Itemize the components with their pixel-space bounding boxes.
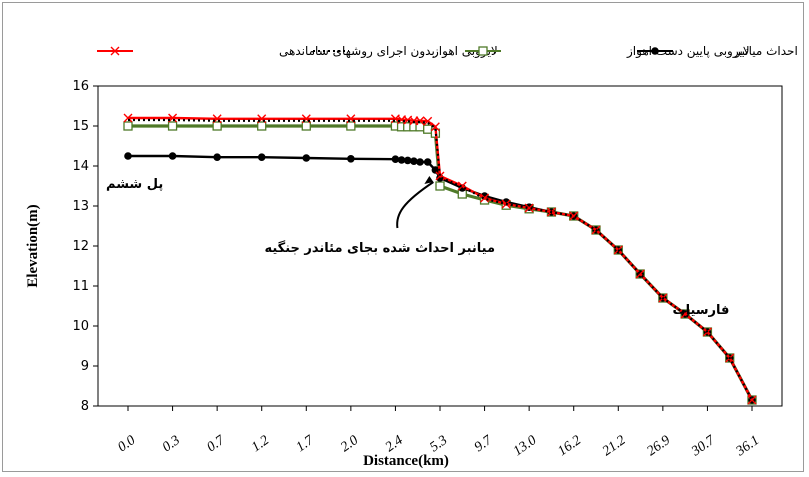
data-point [110, 46, 120, 56]
annotation-bridge: پل ششم [106, 177, 163, 192]
y-tick-label-8: 8 [81, 399, 89, 414]
y-tick-label-9: 9 [81, 359, 89, 374]
data-point [423, 116, 433, 126]
x-tick-label-30.7: 30.7 [688, 432, 718, 459]
legend-label-0: بدون اجرای روشهای ساماندهی [279, 44, 435, 59]
arrow-head [424, 176, 434, 184]
data-point [346, 121, 356, 131]
data-point [480, 193, 490, 203]
annotation-arrow [396, 181, 434, 229]
data-point [410, 157, 418, 165]
plot-area [97, 85, 783, 407]
data-point [257, 153, 266, 161]
x-tick-label-21.2: 21.2 [600, 433, 629, 459]
y-axis-title: Elevation(m) [25, 204, 41, 287]
annotation-cutoff: میانبر احداث شده بجای مئاندر جنگیه [264, 240, 495, 256]
data-point [478, 46, 488, 56]
data-point [301, 121, 311, 131]
y-tick-label-14: 14 [72, 159, 89, 174]
data-point [302, 154, 311, 162]
x-tick-label-13.0: 13.0 [511, 433, 540, 459]
x-axis-title: Distance(km) [363, 453, 449, 469]
data-point [423, 124, 433, 134]
x-tick-label-0.7: 0.7 [204, 432, 228, 455]
legend-entry-0: بدون اجرای روشهای ساماندهی [97, 44, 435, 59]
legend-entry-3: احداث میانبر [637, 44, 798, 59]
x-tick-label-16.2: 16.2 [555, 433, 584, 459]
legend-entry-2: لایروبی پایین دست اهواز [465, 44, 750, 59]
data-point [212, 121, 222, 131]
y-tick-label-13: 13 [72, 199, 89, 214]
x-tick-label-0.3: 0.3 [160, 433, 183, 455]
x-tick-label-5.3: 5.3 [427, 433, 450, 455]
data-point [124, 152, 132, 160]
chart-frame: بدون اجرای روشهای ساماندهی لایروبی اهواز ل… [2, 2, 804, 472]
y-axis-ticks: 8 9 10 11 12 13 14 15 16 [72, 79, 98, 414]
x-axis-ticks: 0.0 0.3 0.7 1.2 1.7 2.0 2.4 5.3 9.7 13.0 16.2 21.2 2… [115, 406, 762, 460]
x-tick-label-2.4: 2.4 [383, 433, 406, 455]
data-point [435, 181, 445, 191]
data-point [213, 153, 221, 161]
x-tick-label-36.1: 36.1 [733, 433, 762, 460]
x-tick-label-0.0: 0.0 [115, 433, 138, 455]
x-tick-label-26.9: 26.9 [644, 433, 673, 459]
data-point [167, 121, 178, 131]
x-tick-label-9.7: 9.7 [472, 432, 496, 455]
data-point [430, 122, 440, 132]
data-point [397, 156, 406, 164]
data-point [403, 156, 412, 165]
data-point [415, 116, 425, 126]
y-tick-label-12: 12 [72, 239, 89, 254]
data-point [747, 395, 757, 405]
data-point [651, 47, 659, 55]
data-point [391, 155, 400, 163]
data-point [168, 152, 177, 160]
data-point [569, 211, 579, 221]
data-point [123, 121, 133, 131]
y-tick-label-10: 10 [72, 319, 89, 334]
x-tick-label-2.0: 2.0 [338, 433, 361, 455]
data-point [347, 155, 355, 163]
data-point [416, 158, 424, 166]
y-tick-label-11: 11 [72, 279, 89, 294]
x-tick-label-1.7: 1.7 [294, 432, 318, 455]
y-tick-label-16: 16 [72, 79, 89, 94]
data-point [423, 158, 432, 166]
x-tick-label-1.2: 1.2 [249, 433, 272, 455]
annotation-farsiat: فارسیات [673, 303, 730, 318]
series-layer [123, 113, 757, 405]
series-line-1 [128, 118, 753, 401]
data-point [431, 166, 440, 174]
legend-label-3: احداث میانبر [734, 44, 798, 59]
series-1 [128, 118, 753, 401]
data-point [123, 113, 133, 123]
annotations: پل ششم میانبر احداث شده بجای مئاندر جنگیه… [106, 176, 729, 318]
data-point [257, 121, 267, 131]
data-point [524, 203, 534, 213]
y-tick-label-15: 15 [72, 119, 89, 134]
